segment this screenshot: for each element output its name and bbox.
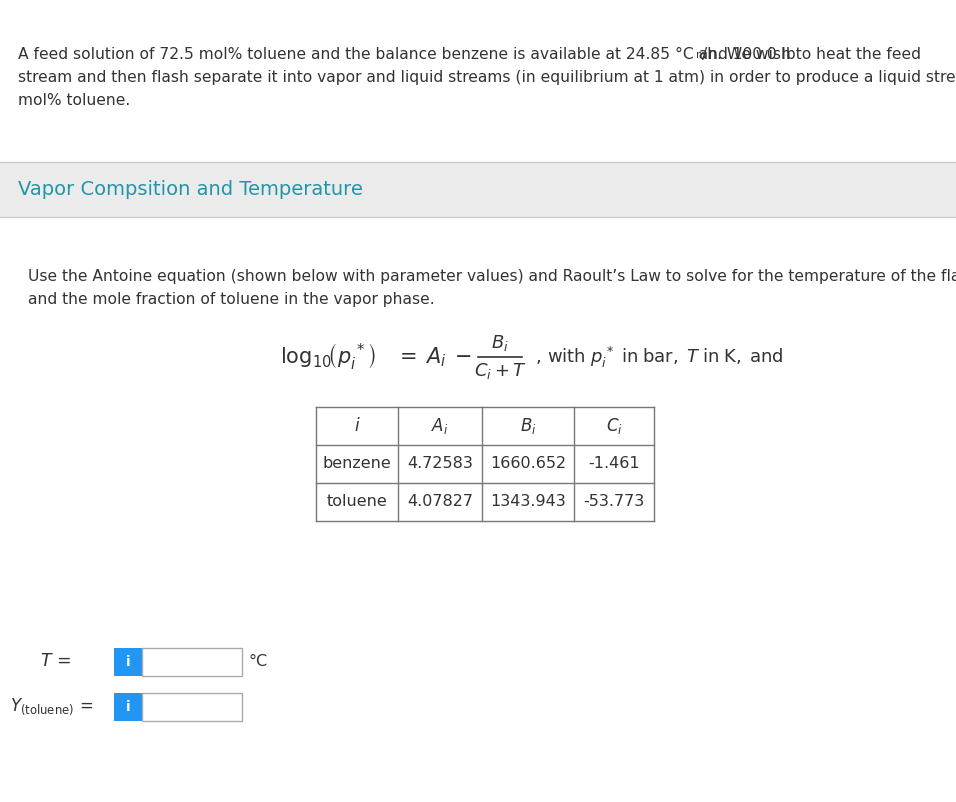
Text: $,\,\mathrm{with}\; p_i^{\,*}\; \mathrm{in\; bar,}\; T\; \mathrm{in\; K,\; and}$: $,\,\mathrm{with}\; p_i^{\,*}\; \mathrm{… (535, 344, 784, 370)
Text: $B_i$: $B_i$ (520, 416, 536, 436)
Text: $T\,=$: $T\,=$ (40, 654, 72, 670)
Text: /h. We wish to heat the feed: /h. We wish to heat the feed (702, 47, 921, 62)
Text: stream and then flash separate it into vapor and liquid streams (in equilibrium : stream and then flash separate it into v… (18, 70, 956, 85)
Text: $C_i$: $C_i$ (605, 416, 622, 436)
Text: $Y_{\mathrm{(toluene)}}\,=$: $Y_{\mathrm{(toluene)}}\,=$ (10, 697, 94, 717)
Text: Use the Antoine equation (shown below with parameter values) and Raoult’s Law to: Use the Antoine equation (shown below wi… (28, 269, 956, 284)
Bar (142, 693, 242, 721)
Text: m: m (696, 50, 706, 60)
Bar (114, 648, 142, 676)
Bar (0, 162, 956, 217)
Text: A feed solution of 72.5 mol% toluene and the balance benzene is available at 24.: A feed solution of 72.5 mol% toluene and… (18, 47, 795, 62)
Text: $B_i$: $B_i$ (491, 333, 509, 353)
Text: °C: °C (249, 654, 268, 670)
Text: 1660.652: 1660.652 (489, 456, 566, 472)
Bar (114, 693, 142, 721)
Text: $= \; A_i \; -$: $= \; A_i \; -$ (395, 345, 472, 369)
Text: and the mole fraction of toluene in the vapor phase.: and the mole fraction of toluene in the … (28, 292, 435, 307)
Text: i: i (125, 700, 130, 714)
Text: $C_i + T$: $C_i + T$ (473, 361, 527, 381)
Text: 4.72583: 4.72583 (407, 456, 473, 472)
Text: i: i (125, 655, 130, 669)
Text: $i$: $i$ (354, 417, 360, 435)
Text: $\mathrm{log}_{10}\!\left(p_i^{\,*}\right)$: $\mathrm{log}_{10}\!\left(p_i^{\,*}\righ… (280, 342, 376, 372)
Text: Vapor Compsition and Temperature: Vapor Compsition and Temperature (18, 180, 363, 199)
Text: 4.07827: 4.07827 (407, 495, 473, 509)
Bar (142, 648, 242, 676)
Text: mol% toluene.: mol% toluene. (18, 93, 130, 108)
Text: -53.773: -53.773 (583, 495, 644, 509)
Text: 1343.943: 1343.943 (490, 495, 566, 509)
Text: -1.461: -1.461 (588, 456, 640, 472)
Text: toluene: toluene (327, 495, 387, 509)
Text: benzene: benzene (322, 456, 391, 472)
Text: $A_i$: $A_i$ (431, 416, 448, 436)
